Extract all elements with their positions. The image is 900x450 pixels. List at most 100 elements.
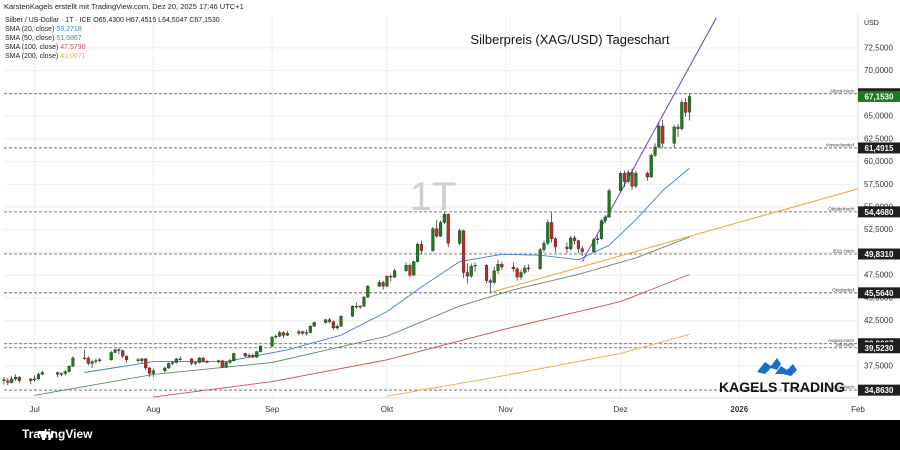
candle-body — [144, 358, 148, 369]
candle-body — [232, 353, 236, 361]
candle-body — [121, 350, 125, 357]
candle-body — [565, 246, 569, 249]
sma-legend-row: SMA (200, close) 41,0071 — [5, 52, 220, 61]
candle-body — [496, 264, 500, 271]
candle-body — [278, 332, 282, 337]
candle-body — [324, 319, 328, 323]
candle — [331, 320, 335, 330]
candle — [178, 356, 182, 361]
candle-body — [2, 379, 6, 381]
candle — [270, 336, 274, 348]
candle-body — [71, 357, 75, 367]
x-tick-label: Okt — [381, 405, 394, 414]
candle-body — [56, 372, 60, 375]
candle-body — [339, 315, 343, 327]
candle — [442, 211, 446, 225]
candle-body — [580, 248, 584, 252]
candle — [622, 170, 626, 187]
candle-body — [653, 146, 657, 156]
candle-body — [216, 360, 221, 362]
candle — [607, 188, 611, 218]
candle-body — [136, 359, 140, 361]
trendline — [490, 188, 859, 294]
candle — [580, 246, 584, 257]
candle — [59, 372, 63, 377]
price-badge-label: 61,4915 — [865, 144, 894, 153]
candle — [140, 357, 144, 364]
candle — [13, 374, 18, 381]
candle-body — [335, 325, 339, 329]
candle — [465, 263, 469, 284]
candle-body — [174, 358, 178, 363]
candle — [324, 318, 328, 324]
price-badge-label: 49,8310 — [865, 250, 894, 259]
price-badge — [858, 248, 900, 260]
candle-body — [473, 265, 477, 267]
candle — [573, 235, 577, 245]
level-note: Oktoberhoch — [828, 206, 854, 211]
candle-body — [251, 355, 255, 358]
candle — [71, 356, 75, 368]
candle — [634, 170, 638, 188]
candle — [255, 350, 259, 358]
candle-body — [661, 125, 665, 144]
candle-body — [622, 173, 626, 182]
candle — [285, 330, 289, 337]
candle-body — [527, 267, 531, 269]
candle — [40, 370, 44, 376]
candle-body — [67, 366, 71, 372]
candle-body — [29, 378, 33, 381]
candle-body — [82, 357, 86, 359]
price-chart[interactable]: 1T Silberpreis (XAG/USD) Tageschart Allz… — [0, 14, 900, 420]
y-tick-label: 42,5000 — [864, 316, 893, 325]
y-tick-label: 52,5000 — [864, 225, 893, 234]
candle — [86, 356, 90, 366]
interval-watermark: 1T — [410, 175, 457, 219]
candle-body — [408, 265, 412, 276]
candle-body — [596, 238, 600, 240]
candle — [565, 242, 569, 254]
price-badge — [858, 142, 900, 154]
candle-body — [542, 243, 546, 250]
candle-body — [687, 96, 692, 113]
candle — [304, 329, 309, 336]
candle-body — [362, 296, 366, 307]
candle — [147, 367, 152, 378]
x-tick-label: Aug — [146, 405, 160, 414]
candle — [599, 218, 603, 240]
candle-body — [327, 319, 332, 322]
candle-body — [17, 376, 21, 381]
legend-panel: Silber / US-Dollar · 1T · ICE O65,4300 H… — [5, 16, 220, 61]
horizontal-levels: Allzeit-Hoch Vorwochentief Oktoberhoch 2011… — [4, 88, 858, 391]
x-tick-label: Sep — [265, 405, 280, 414]
time-axis: Jul Aug Sep Okt Nov Dez 2026 Feb — [0, 397, 865, 414]
level-note: Oktobertief — [832, 287, 855, 292]
candle — [389, 274, 393, 282]
candle-body — [86, 357, 90, 364]
candle-body — [201, 357, 205, 362]
candle — [259, 345, 263, 353]
candle — [538, 247, 542, 270]
candle-body — [6, 380, 10, 383]
candle — [247, 353, 251, 358]
y-tick-label: 72,5000 — [864, 43, 893, 52]
candle-body — [354, 305, 358, 308]
candle-body — [511, 266, 515, 269]
sma-line — [84, 167, 690, 373]
candle-body — [331, 321, 335, 329]
x-tick-label: Nov — [499, 405, 513, 414]
candle — [2, 377, 6, 385]
candle-body — [94, 360, 98, 362]
y-tick-label: 37,5000 — [864, 362, 893, 371]
candle-body — [358, 305, 362, 308]
x-tick-label: 2026 — [730, 405, 748, 414]
candle-body — [576, 240, 580, 249]
candle-body — [603, 216, 607, 221]
candle — [500, 261, 504, 270]
candle — [492, 267, 496, 285]
candle — [393, 268, 397, 278]
candle-body — [573, 237, 577, 241]
sma-label: SMA (100, close) — [5, 44, 61, 51]
candle — [243, 352, 247, 358]
y-tick-label: 65,0000 — [864, 112, 893, 121]
